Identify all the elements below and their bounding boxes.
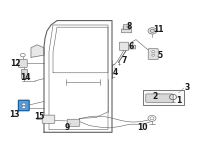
Circle shape: [150, 117, 154, 120]
Text: 8: 8: [126, 22, 132, 31]
FancyBboxPatch shape: [127, 45, 136, 49]
FancyBboxPatch shape: [121, 29, 132, 33]
FancyBboxPatch shape: [146, 94, 173, 102]
Circle shape: [22, 103, 26, 106]
FancyBboxPatch shape: [42, 115, 55, 123]
Text: 3: 3: [184, 83, 190, 92]
FancyBboxPatch shape: [18, 100, 29, 111]
Circle shape: [152, 51, 155, 53]
Text: 9: 9: [64, 123, 70, 132]
Circle shape: [148, 115, 156, 121]
FancyBboxPatch shape: [123, 25, 130, 30]
Circle shape: [22, 106, 26, 109]
Circle shape: [20, 53, 25, 57]
Circle shape: [148, 28, 157, 34]
Text: 1: 1: [176, 96, 182, 105]
Text: 15: 15: [34, 112, 44, 121]
Text: 11: 11: [153, 25, 163, 34]
Text: 13: 13: [9, 110, 19, 119]
Text: 2: 2: [152, 92, 158, 101]
Text: 5: 5: [157, 51, 163, 60]
Text: 10: 10: [137, 123, 147, 132]
FancyBboxPatch shape: [67, 119, 80, 126]
FancyBboxPatch shape: [18, 59, 27, 67]
Text: 7: 7: [121, 56, 127, 65]
Polygon shape: [31, 45, 44, 57]
Text: 14: 14: [20, 73, 30, 82]
FancyBboxPatch shape: [148, 49, 158, 59]
Text: 12: 12: [10, 59, 20, 69]
FancyBboxPatch shape: [143, 90, 184, 105]
Text: 4: 4: [112, 68, 118, 77]
FancyBboxPatch shape: [119, 42, 129, 50]
Circle shape: [152, 54, 155, 56]
Text: 6: 6: [128, 42, 134, 51]
FancyBboxPatch shape: [21, 69, 28, 78]
